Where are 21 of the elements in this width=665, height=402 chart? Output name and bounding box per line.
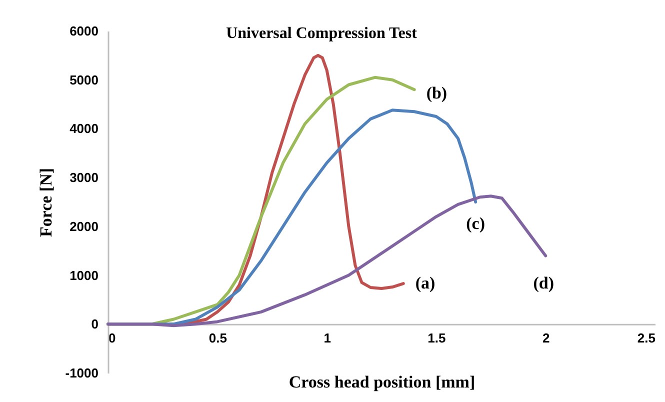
y-tick-label: 1000 — [70, 268, 98, 283]
y-tick-label: -1000 — [65, 366, 98, 380]
y-tick-label: 5000 — [70, 72, 98, 88]
y-tick-label: 6000 — [70, 24, 98, 38]
annotation: (a) — [415, 274, 436, 293]
y-tick-label: 4000 — [70, 121, 98, 136]
y-axis-title: Force [N] — [36, 168, 56, 238]
x-tick-label: 0.5 — [208, 330, 227, 346]
x-tick-label: 1 — [324, 330, 331, 346]
annotation: (c) — [466, 214, 486, 233]
y-tick-label: 2000 — [70, 218, 98, 234]
x-tick-label: 0 — [108, 330, 116, 346]
x-tick-label: 1.5 — [428, 330, 446, 346]
x-tick-label: 2 — [542, 330, 550, 346]
y-tick-label: 0 — [91, 316, 98, 332]
chart-title: Universal Compression Test — [226, 25, 418, 42]
annotation: (d) — [533, 274, 554, 293]
x-tick-label: 2.5 — [637, 330, 656, 346]
x-axis-title: Cross head position [mm] — [288, 372, 476, 392]
y-tick-label: 3000 — [70, 170, 98, 186]
annotation: (b) — [426, 84, 448, 103]
